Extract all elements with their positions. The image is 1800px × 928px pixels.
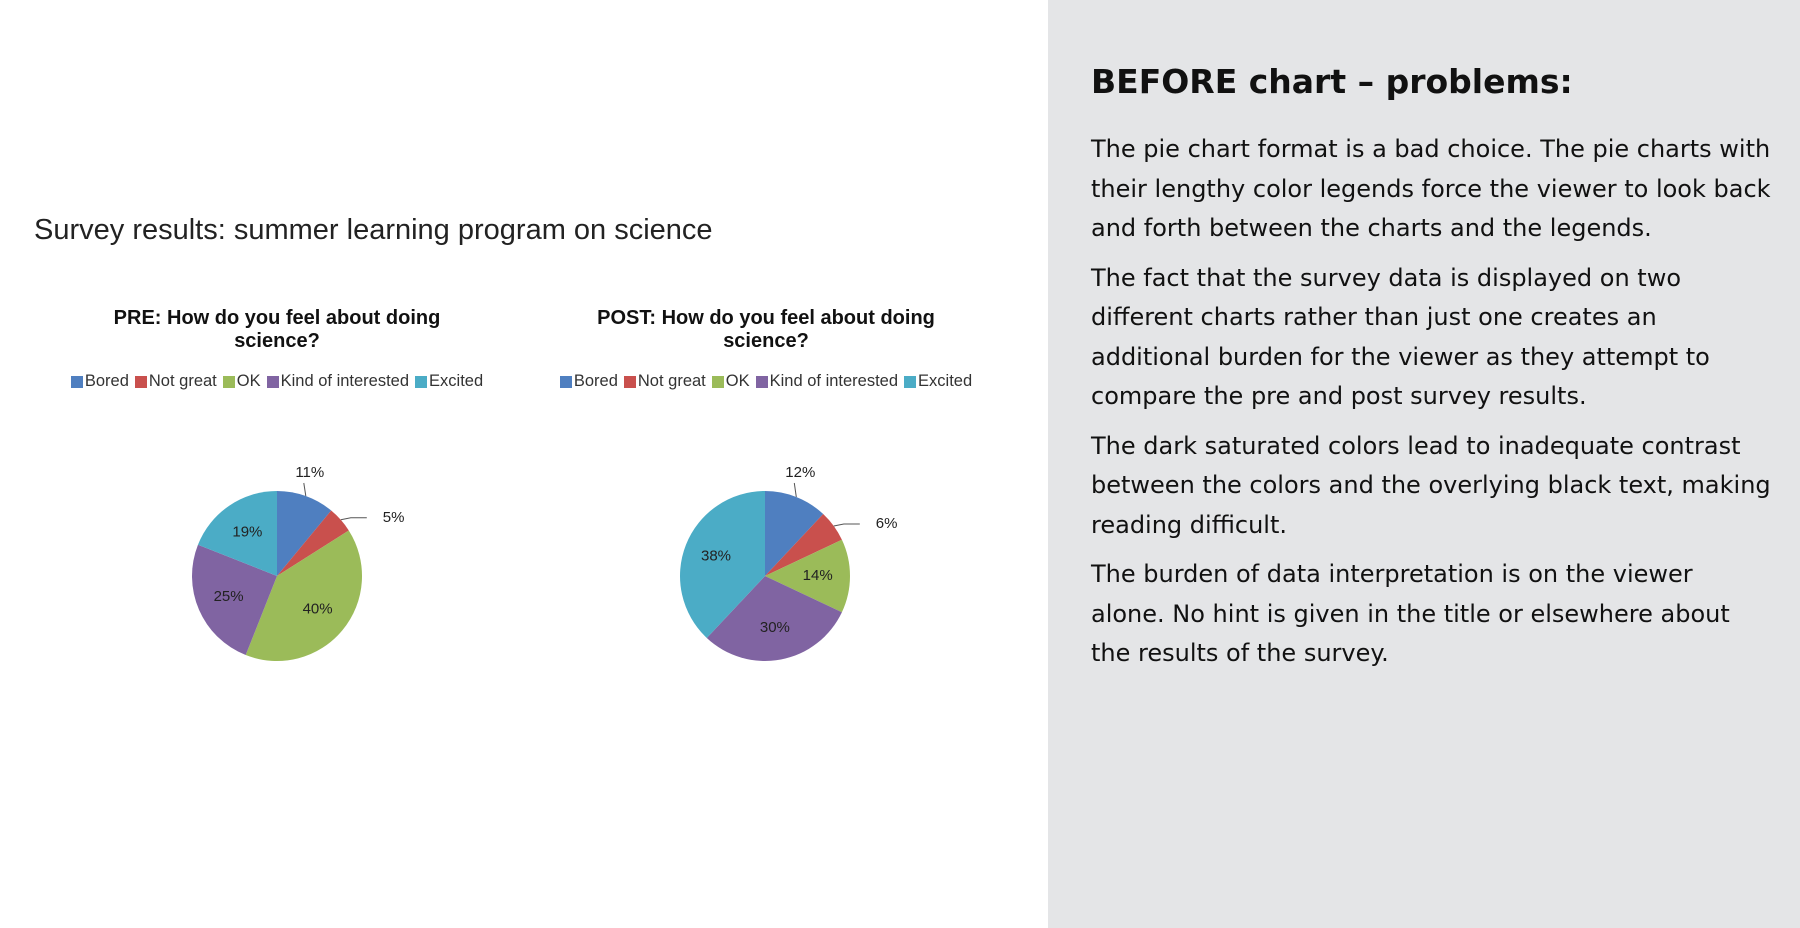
panel-paragraph: The pie chart format is a bad choice. Th…	[1091, 135, 1771, 242]
legend-label: Bored	[84, 372, 129, 390]
legend-item-excited: Excited	[415, 372, 483, 391]
pie-slice-kind-of-interested	[706, 576, 842, 662]
pie-slice-not-great	[277, 510, 349, 576]
pie-slice-excited	[679, 491, 765, 638]
pie-data-label: 38%	[701, 548, 731, 565]
pie-slice-bored	[765, 491, 824, 576]
pie-data-label: 19%	[232, 523, 262, 540]
post-chart-title-line2: science?	[723, 330, 809, 352]
legend-label: Kind of interested	[769, 372, 899, 390]
post-chart: POST: How do you feel about doing scienc…	[521, 300, 1011, 680]
legend-label: Excited	[918, 372, 973, 390]
pie-data-label: 30%	[760, 619, 790, 636]
pie-leader-line	[793, 482, 797, 498]
pie-data-label: 11%	[295, 464, 324, 481]
legend-label: Excited	[429, 372, 484, 390]
pre-chart-title: PRE: How do you feel about doing science…	[32, 307, 522, 353]
panel-paragraph: The fact that the survey data is display…	[1091, 263, 1710, 411]
legend-label: OK	[725, 372, 750, 390]
pie-slice-kind-of-interested	[192, 544, 277, 656]
legend-label: OK	[236, 372, 261, 390]
pie-leader-line	[303, 482, 307, 497]
legend-label: Kind of interested	[280, 372, 410, 390]
legend-swatch	[70, 375, 83, 388]
figure-area	[0, 0, 1048, 928]
legend-label: Bored	[573, 372, 618, 390]
legend-item-ok: OK	[711, 372, 750, 391]
legend-item-bored: Bored	[70, 372, 129, 391]
pre-chart-title-line1: PRE: How do you feel about doing	[113, 307, 441, 329]
pre-chart-legend: Bored Not great OK Kind of interested Ex…	[32, 372, 522, 391]
post-chart-legend: Bored Not great OK Kind of interested Ex…	[521, 372, 1011, 391]
pie-leader-line	[340, 517, 367, 521]
pre-chart-title-line2: science?	[234, 330, 320, 352]
legend-swatch	[904, 375, 917, 388]
legend-swatch	[559, 375, 572, 388]
legend-swatch	[134, 375, 147, 388]
pie-data-label: 25%	[214, 588, 244, 605]
pie-data-label: 5%	[383, 509, 405, 526]
legend-label: Not great	[637, 372, 706, 390]
legend-item-ok: OK	[222, 372, 261, 391]
legend-swatch	[415, 375, 428, 388]
legend-swatch	[623, 375, 636, 388]
pie-leader-line	[833, 523, 860, 527]
critique-panel	[1048, 0, 1800, 928]
panel-paragraph: The burden of data interpretation is on …	[1091, 560, 1730, 667]
legend-swatch	[266, 375, 279, 388]
legend-item-kind-of-interested: Kind of interested	[755, 372, 899, 391]
panel-paragraph: The dark saturated colors lead to inadeq…	[1091, 431, 1771, 539]
post-chart-title: POST: How do you feel about doing scienc…	[521, 307, 1011, 353]
pie-slice-ok	[245, 530, 363, 662]
legend-label: Not great	[148, 372, 217, 390]
panel-heading: BEFORE chart – problems:	[1091, 62, 1573, 101]
post-pie-chart: 12% 6% 14% 30% 38%	[679, 464, 898, 662]
pie-data-label: 40%	[303, 601, 333, 618]
legend-item-excited: Excited	[904, 372, 972, 391]
legend-swatch	[222, 375, 235, 388]
legend-item-bored: Bored	[559, 372, 618, 391]
pie-slice-bored	[277, 491, 332, 576]
legend-swatch	[755, 375, 768, 388]
pie-slice-not-great	[765, 514, 842, 576]
figure-title: Survey results: summer learning program …	[34, 214, 713, 246]
legend-item-not-great: Not great	[134, 372, 217, 391]
pie-data-label: 12%	[785, 464, 815, 481]
legend-item-not-great: Not great	[623, 372, 706, 391]
legend-item-kind-of-interested: Kind of interested	[266, 372, 410, 391]
pre-chart: PRE: How do you feel about doing science…	[32, 300, 522, 680]
panel-body: The pie chart format is a bad choice. Th…	[1091, 130, 1771, 684]
pre-pie-chart: 11% 5% 40% 25% 19%	[192, 464, 405, 662]
post-chart-title-line1: POST: How do you feel about doing	[597, 307, 935, 329]
pie-slice-excited	[197, 491, 277, 576]
pie-data-label: 6%	[876, 515, 898, 532]
pie-slice-ok	[765, 539, 850, 613]
legend-swatch	[711, 375, 724, 388]
pie-data-label: 14%	[803, 567, 833, 584]
